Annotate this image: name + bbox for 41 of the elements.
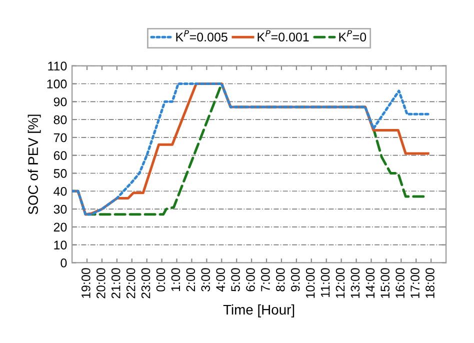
x-tick-label: 5:00 <box>231 268 240 292</box>
y-tick-label: 110 <box>48 62 67 71</box>
x-tick-label: 7:00 <box>261 268 270 292</box>
y-tick-label: 10 <box>54 240 67 250</box>
x-tick-label: 9:00 <box>290 268 300 292</box>
x-tick-label: 15:00 <box>380 268 390 298</box>
x-tick-label: 13:00 <box>350 268 360 298</box>
x-tick-label: 16:00 <box>396 268 405 298</box>
y-tick-label: 100 <box>47 80 67 88</box>
x-tick-label: 17:00 <box>410 268 420 298</box>
y-tick-label: 0 <box>60 258 67 268</box>
y-tick-label: 70 <box>54 133 67 142</box>
legend-label: K$^{P}$=0.005 <box>176 30 228 42</box>
y-tick-label: 40 <box>54 186 67 196</box>
y-tick-label: 60 <box>54 151 67 160</box>
x-tick-label: 22:00 <box>126 268 136 298</box>
legend-label: K$^{P}$=0.001 <box>258 30 309 42</box>
x-tick-label: 2:00 <box>186 268 196 292</box>
x-tick-label: 12:00 <box>336 268 345 298</box>
x-tick-label: 14:00 <box>366 268 375 298</box>
y-tick-label: 20 <box>54 222 67 232</box>
x-tick-label: 0:00 <box>156 268 166 292</box>
legend-label: K$^{P}$=0 <box>339 30 366 42</box>
x-tick-label: 4:00 <box>216 268 225 292</box>
y-tick-label: 90 <box>54 97 67 106</box>
x-axis-title: Time [Hour] <box>223 304 294 318</box>
x-tick-label: 3:00 <box>201 268 210 292</box>
x-tick-label: 1:00 <box>171 268 180 291</box>
x-tick-label: 20:00 <box>96 268 106 298</box>
x-tick-label: 21:00 <box>111 268 120 298</box>
x-tick-label: 10:00 <box>306 268 315 298</box>
x-tick-label: 11:00 <box>320 268 330 297</box>
x-tick-label: 23:00 <box>141 268 150 298</box>
y-tick-label: 30 <box>54 204 67 214</box>
x-tick-label: 18:00 <box>426 268 434 298</box>
x-tick-label: 8:00 <box>276 268 285 292</box>
x-tick-label: 19:00 <box>82 268 90 298</box>
y-axis-title: SOC of PEV [%] <box>28 114 41 214</box>
y-tick-label: 50 <box>54 169 67 178</box>
y-tick-label: 80 <box>54 115 67 124</box>
x-tick-label: 6:00 <box>246 268 255 292</box>
